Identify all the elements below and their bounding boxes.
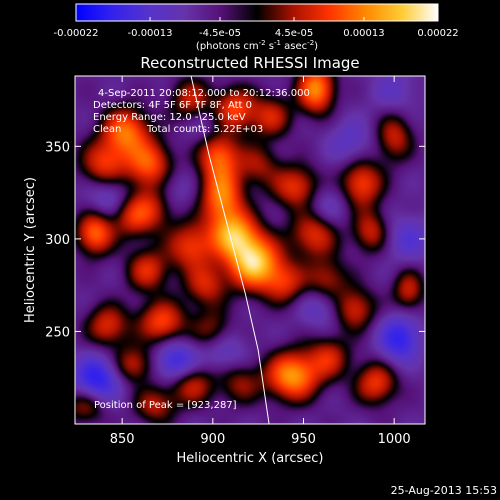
plot-frame [74,75,426,425]
x-tick-label: 850 [110,432,135,447]
colorbar-tick-label: 0.00013 [343,28,384,39]
annotation-time-range: 4-Sep-2011 20:08:12.000 to 20:12:36.000 [98,88,310,99]
y-tick-label: 250 [45,325,70,340]
colorbar-tick-label: 4.5e-05 [275,28,313,39]
annotation-total-counts: Total counts: 5.22E+03 [146,124,263,135]
x-tick-label: 950 [291,432,316,447]
solar-limb-curve [190,76,270,424]
colorbar-unit-label: (photons cm-2 s-1 asec-2) [196,39,318,52]
footer-timestamp: 25-Aug-2013 15:53 [391,484,497,497]
colorbar-tick-label: -0.00013 [128,28,173,39]
y-axis-label: Heliocentric Y (arcsec) [23,177,38,323]
x-axis-ticks: 850 900 950 1000 [110,76,411,447]
annotation-peak-position: Position of Peak = [923,287] [94,400,237,411]
colorbar-tick-label: 0.00022 [417,28,458,39]
colorbar-ticks: -0.00022 -0.00013 -4.5e-05 4.5e-05 0.00013 0.… [54,17,459,39]
annotation-energy-range: Energy Range: 12.0 - 25.0 keV [93,112,246,123]
annotation-detectors: Detectors: 4F 5F 6F 7F 8F, Att 0 [93,100,252,111]
y-tick-label: 350 [45,140,70,155]
annotation-clean: Clean [93,124,121,135]
y-axis-ticks: 250 300 350 [45,140,425,340]
colorbar-tick-label: -0.00022 [54,28,99,39]
y-tick-label: 300 [45,233,70,248]
colorbar [75,3,439,22]
heatmap-image [75,76,425,424]
x-tick-label: 1000 [378,432,411,447]
colorbar-tick-label: -4.5e-05 [199,28,241,39]
x-tick-label: 900 [200,432,225,447]
chart-title: Reconstructed RHESSI Image [140,54,359,72]
x-axis-label: Heliocentric X (arcsec) [177,451,324,466]
